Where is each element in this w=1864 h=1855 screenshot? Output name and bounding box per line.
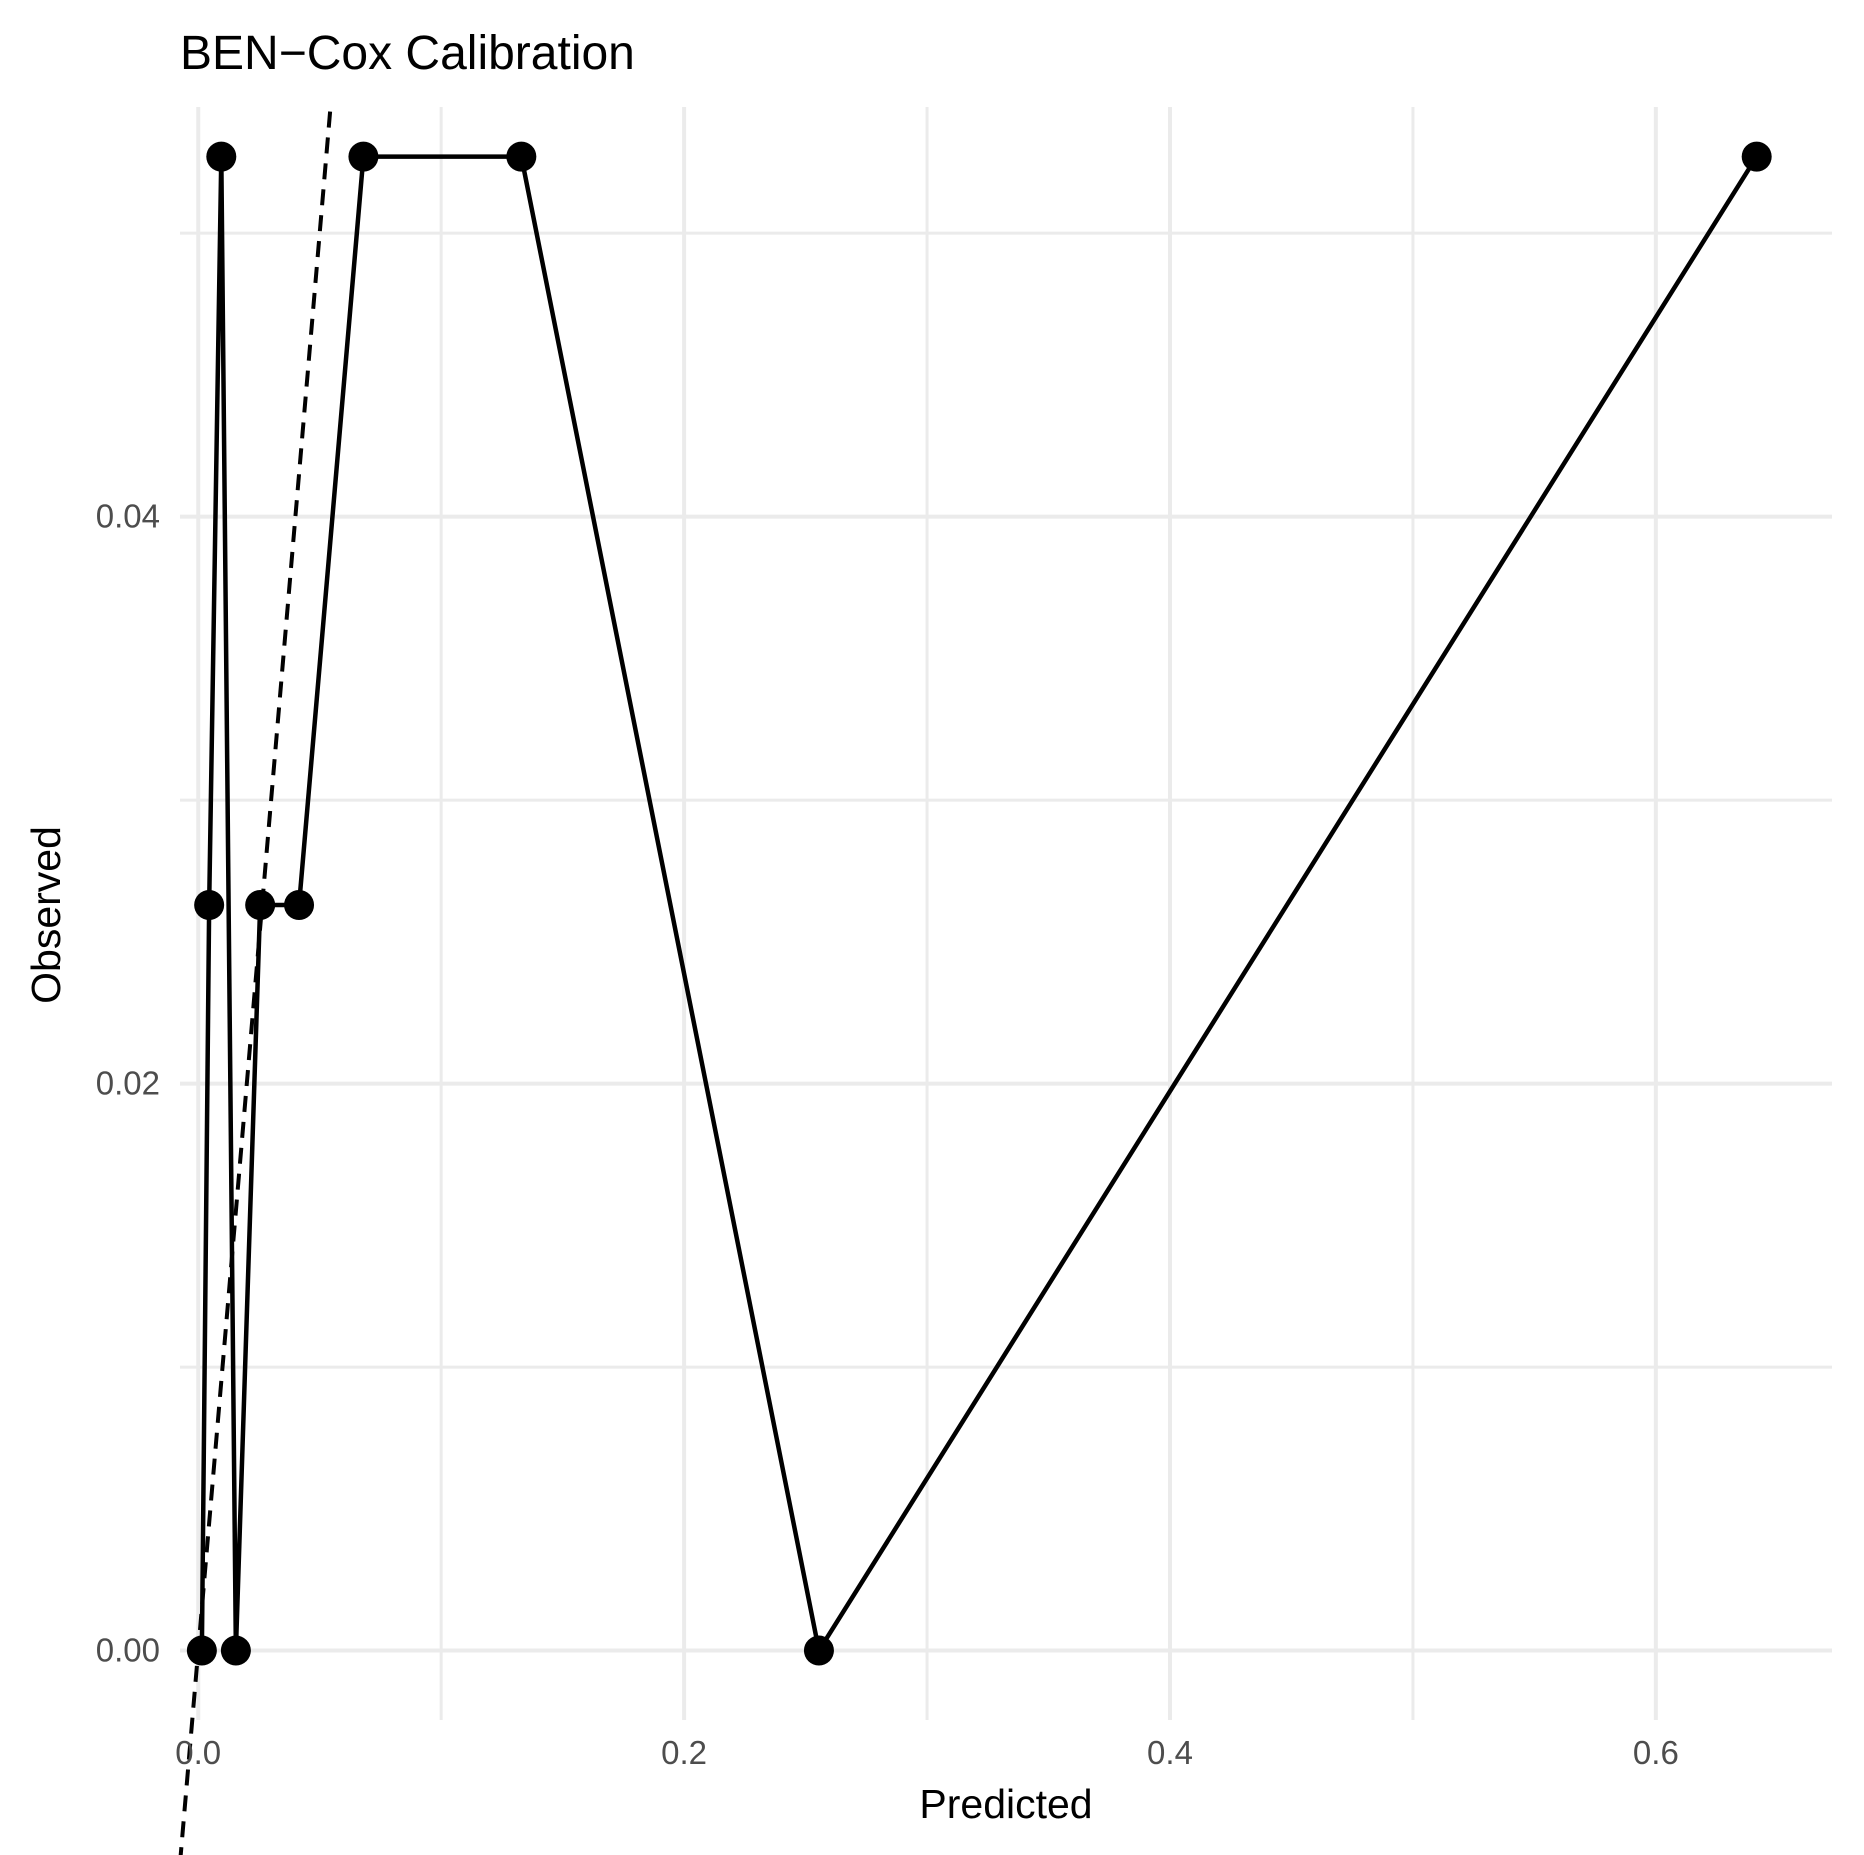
x-tick-label: 0.6 (1633, 1734, 1679, 1771)
data-point (348, 141, 379, 172)
data-point (206, 141, 237, 172)
data-point (220, 1635, 251, 1666)
points-layer (186, 141, 1772, 1666)
x-tick-label: 0.0 (175, 1734, 221, 1771)
data-point (803, 1635, 834, 1666)
y-tick-label: 0.04 (96, 498, 160, 535)
y-tick-label: 0.02 (96, 1065, 160, 1102)
data-point (186, 1635, 217, 1666)
y-tick-label: 0.00 (96, 1632, 160, 1669)
data-point (284, 889, 315, 920)
data-point (506, 141, 537, 172)
reference-line (178, 106, 333, 1855)
grid (180, 107, 1832, 1720)
series-line (199, 154, 1759, 1653)
series-layer (199, 154, 1759, 1653)
x-axis-title: Predicted (919, 1781, 1092, 1827)
x-tick-label: 0.4 (1147, 1734, 1193, 1771)
data-point (1741, 141, 1772, 172)
y-axis-title: Observed (23, 826, 69, 1004)
data-point (245, 889, 276, 920)
data-point (194, 889, 225, 920)
reference-line-layer (178, 106, 333, 1855)
x-axis-ticks: 0.0 0.2 0.4 0.6 (175, 1734, 1679, 1771)
x-tick-label: 0.2 (661, 1734, 707, 1771)
chart-title: BEN−Cox Calibration (180, 27, 635, 80)
y-axis-ticks: 0.00 0.02 0.04 (96, 498, 160, 1669)
